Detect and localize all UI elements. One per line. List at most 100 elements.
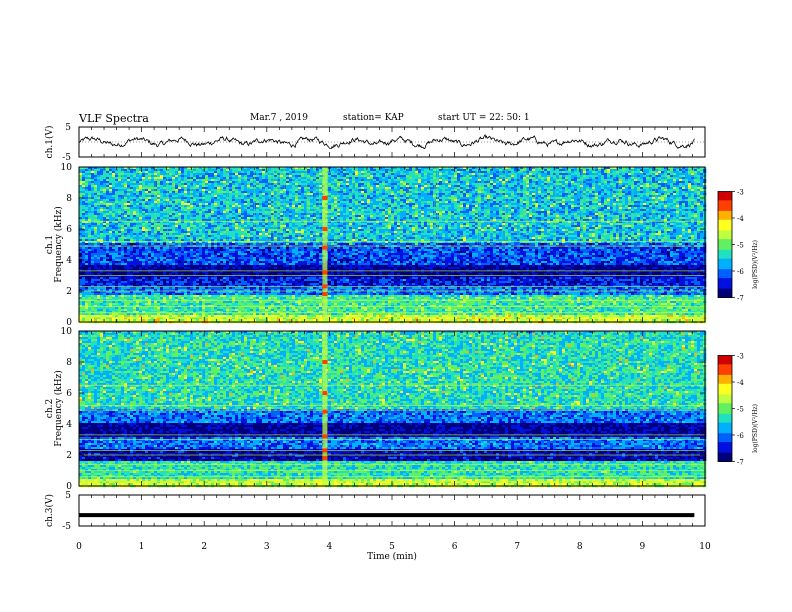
- spectrogram-cell: [568, 185, 571, 187]
- spectrogram-cell: [556, 169, 559, 171]
- spectrogram-cell: [184, 187, 187, 189]
- spectrogram-cell: [613, 187, 616, 189]
- spectrogram-cell: [115, 179, 118, 181]
- spectrogram-cell: [601, 169, 604, 171]
- spectrogram-cell: [301, 189, 304, 191]
- spectrogram-cell: [328, 183, 331, 185]
- spectrogram-cell: [601, 173, 604, 175]
- spectrogram-cell: [481, 185, 484, 187]
- spectrogram-cell: [409, 189, 412, 191]
- spectrogram-cell: [418, 193, 421, 195]
- spectrogram-cell: [643, 177, 646, 179]
- spectrogram-cell: [679, 187, 682, 189]
- spectrogram-cell: [220, 189, 223, 191]
- spectrogram-cells: [79, 167, 706, 323]
- spectrogram-cell: [247, 173, 250, 175]
- spectrogram-cell: [361, 189, 364, 191]
- spectrogram-cell: [619, 177, 622, 179]
- spectrogram-cell: [286, 183, 289, 185]
- spectrogram-cell: [457, 193, 460, 195]
- spectrogram-cell: [385, 187, 388, 189]
- spectrogram-cell: [370, 169, 373, 171]
- spectrogram-cell: [430, 189, 433, 191]
- spectrogram-cell: [652, 177, 655, 179]
- spectrogram-cell: [634, 183, 637, 185]
- spectrogram-cell: [448, 177, 451, 179]
- spectrogram-cell: [574, 191, 577, 193]
- spectrogram-cell: [343, 169, 346, 171]
- spectrogram-cell: [421, 189, 424, 191]
- spectrogram-cell: [463, 175, 466, 177]
- spectrogram-cell: [388, 183, 391, 185]
- spectrogram-cell: [280, 183, 283, 185]
- spectrogram-cell: [607, 175, 610, 177]
- spectrogram-cell: [286, 177, 289, 179]
- spectrogram-cell: [496, 183, 499, 185]
- spectrogram-cell: [481, 173, 484, 175]
- spectrogram-cell: [670, 173, 673, 175]
- spectrogram-cell: [424, 187, 427, 189]
- spectrogram-cell: [259, 177, 262, 179]
- spectrogram-cell: [448, 183, 451, 185]
- spectrogram-cell: [457, 185, 460, 187]
- spectrogram-cell: [400, 181, 403, 183]
- spectrogram-cell: [262, 173, 265, 175]
- spectrogram-cell: [355, 195, 358, 197]
- spectrogram-cell: [286, 189, 289, 191]
- spectrogram-cell: [151, 171, 154, 173]
- spectrogram-cell: [361, 169, 364, 171]
- spectrogram-cell: [307, 175, 310, 177]
- spectrogram-cell: [445, 175, 448, 177]
- spectrogram-cell: [103, 171, 106, 173]
- spectrogram-cell: [289, 177, 292, 179]
- spectrogram-cell: [196, 175, 199, 177]
- spectrogram-cell: [355, 175, 358, 177]
- spectrogram-cell: [154, 195, 157, 197]
- spectrogram-cell: [442, 187, 445, 189]
- spectrogram-cell: [154, 177, 157, 179]
- spectrogram-cell: [250, 183, 253, 185]
- spectrogram-cell: [343, 187, 346, 189]
- spectrogram-cell: [568, 191, 571, 193]
- spectrogram-cell: [376, 179, 379, 181]
- spectrogram-cell: [109, 195, 112, 197]
- spectrogram-cell: [184, 173, 187, 175]
- spectrogram-cell: [328, 179, 331, 181]
- spectrogram-cell: [361, 173, 364, 175]
- spectrogram-cell: [361, 187, 364, 189]
- spectrogram-cell: [589, 189, 592, 191]
- spectrogram-cell: [532, 175, 535, 177]
- spectrogram-cell: [694, 169, 697, 171]
- spectrogram-cell: [667, 181, 670, 183]
- spectrogram-cell: [643, 181, 646, 183]
- spectrogram-cell: [409, 193, 412, 195]
- spectrogram-cell: [217, 177, 220, 179]
- spectrogram-cell: [298, 187, 301, 189]
- spectrogram-cell: [601, 185, 604, 187]
- spectrogram-cell: [484, 169, 487, 171]
- spectrogram-cell: [451, 191, 454, 193]
- spectrogram-cell: [163, 171, 166, 173]
- spectrogram-cell: [472, 183, 475, 185]
- spectrogram-cell: [115, 185, 118, 187]
- spectrogram-cell: [637, 179, 640, 181]
- spectrogram-cell: [118, 187, 121, 189]
- spectrogram-cell: [94, 195, 97, 197]
- spectrogram-cell: [220, 181, 223, 183]
- spectrogram-cell: [373, 193, 376, 195]
- spectrogram-cell: [127, 181, 130, 183]
- spectrogram-cell: [265, 189, 268, 191]
- spectrogram-cell: [286, 193, 289, 195]
- spectrogram-cell: [532, 191, 535, 193]
- spectrogram-cell: [256, 181, 259, 183]
- spectrogram-cell: [673, 187, 676, 189]
- spectrogram-cell: [244, 173, 247, 175]
- spectrogram-cell: [94, 193, 97, 195]
- spectrogram-cell: [667, 179, 670, 181]
- spectrogram-cell: [511, 175, 514, 177]
- spectrogram-cell: [538, 191, 541, 193]
- spectrogram-cell: [454, 175, 457, 177]
- spectrogram-cell: [457, 171, 460, 173]
- spectrogram-cell: [235, 183, 238, 185]
- spectrogram-cell: [589, 193, 592, 195]
